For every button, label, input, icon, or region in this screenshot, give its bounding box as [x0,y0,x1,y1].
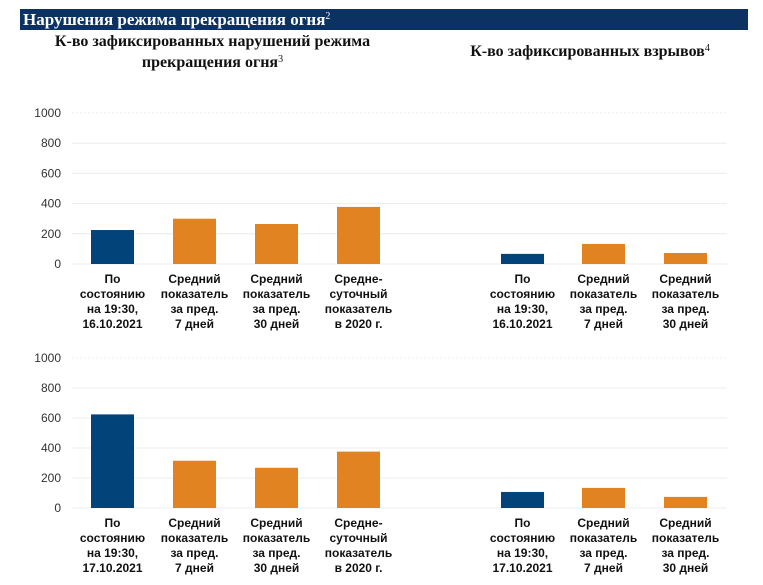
category-label: Средний [168,516,220,530]
y-tick-label: 1000 [34,351,61,365]
category-label: за пред. [170,546,218,560]
category-label: за пред. [661,546,709,560]
y-tick-label: 0 [54,257,61,271]
y-tick-label: 600 [41,411,61,425]
category-label: состоянию [80,287,145,301]
bar [255,223,298,264]
bar [664,252,707,264]
bar [501,491,544,508]
category-label: 17.10.2021 [492,561,552,575]
category-label: 30 дней [663,561,709,575]
explosions-chart-title: К-во зафиксированных взрывов4 [440,41,740,62]
bar [173,218,216,264]
category-label: показатель [243,287,310,301]
y-tick-label: 800 [41,381,61,395]
category-label: 30 дней [254,317,300,331]
bar [582,487,625,508]
violations-title-line1: К-во зафиксированных нарушений режима [54,33,371,50]
category-label: Средний [577,272,629,286]
category-label: 30 дней [663,317,709,331]
category-label: 7 дней [175,561,214,575]
category-label: за пред. [252,546,300,560]
y-tick-label: 0 [54,501,61,515]
bar [337,206,380,264]
bar [664,496,707,508]
category-label: на 19:30, [497,302,548,316]
y-tick-label: 400 [41,441,61,455]
bar [255,467,298,508]
section-header: Нарушения режима прекращения огня2 [20,9,748,30]
category-label: показатель [243,531,310,545]
y-tick-label: 200 [41,227,61,241]
section-title: Нарушения режима прекращения огня [23,10,326,29]
bar [337,451,380,508]
y-tick-label: 600 [41,166,61,180]
bar [173,460,216,508]
category-label: состоянию [80,531,145,545]
y-tick-label: 400 [41,197,61,211]
category-label: за пред. [579,546,627,560]
category-label: показатель [161,531,228,545]
category-label: По [105,272,121,286]
category-label: Средне- [334,516,382,530]
category-label: 7 дней [584,561,623,575]
category-label: за пред. [170,302,218,316]
category-label: показатель [570,287,637,301]
category-label: в 2020 г. [335,317,383,331]
category-label: за пред. [252,302,300,316]
category-label: показатель [325,302,392,316]
category-label: 7 дней [584,317,623,331]
category-label: Средний [659,516,711,530]
category-label: показатель [325,546,392,560]
category-label: 16.10.2021 [82,317,142,331]
bar [91,414,134,508]
y-tick-label: 1000 [34,106,61,120]
category-label: 17.10.2021 [82,561,142,575]
category-label: По [515,516,531,530]
violations-title-footnote: 3 [278,54,284,65]
bar [582,243,625,264]
explosions-title-footnote: 4 [704,43,710,54]
category-label: Средний [250,516,302,530]
category-label: По [515,272,531,286]
category-label: суточный [329,531,387,545]
category-label: на 19:30, [87,302,138,316]
violations-chart-title: К-во зафиксированных нарушений режима пр… [30,31,395,73]
category-label: По [105,516,121,530]
bar [91,230,134,264]
category-label: суточный [329,287,387,301]
category-label: Средне- [334,272,382,286]
y-tick-label: 800 [41,136,61,150]
violations-title-line2: прекращения огня [141,54,279,71]
category-label: за пред. [579,302,627,316]
category-label: показатель [652,287,719,301]
category-label: 7 дней [175,317,214,331]
category-label: Средний [250,272,302,286]
category-label: показатель [161,287,228,301]
category-label: Средний [168,272,220,286]
section-footnote: 2 [325,11,331,22]
category-label: состоянию [490,531,555,545]
category-label: за пред. [661,302,709,316]
category-label: показатель [652,531,719,545]
bar [501,253,544,264]
category-label: Средний [577,516,629,530]
category-label: показатель [570,531,637,545]
category-label: в 2020 г. [335,561,383,575]
y-tick-label: 200 [41,471,61,485]
category-label: 16.10.2021 [492,317,552,331]
explosions-title-text: К-во зафиксированных взрывов [470,43,705,60]
category-label: состоянию [490,287,555,301]
category-label: Средний [659,272,711,286]
category-label: 30 дней [254,561,300,575]
category-label: на 19:30, [497,546,548,560]
category-label: на 19:30, [87,546,138,560]
